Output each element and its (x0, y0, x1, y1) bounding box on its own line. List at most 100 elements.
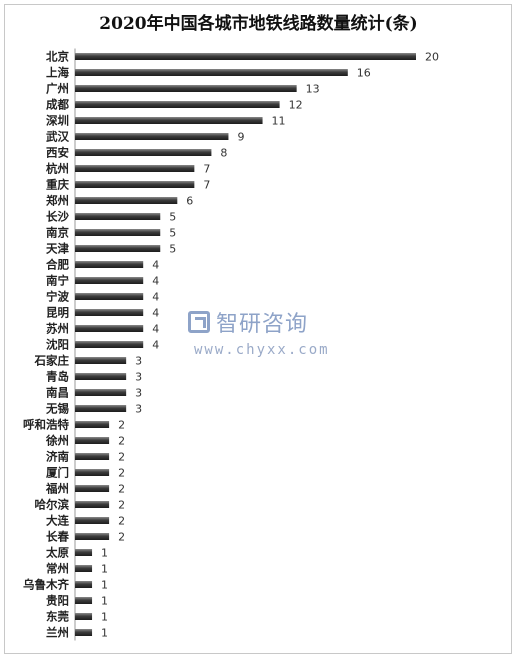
value-label-21: 3 (135, 387, 142, 400)
category-label-20: 青岛 (46, 370, 69, 384)
value-label-4: 11 (272, 115, 286, 128)
value-label-23: 2 (118, 419, 125, 432)
category-label-29: 大连 (46, 514, 69, 528)
category-label-24: 徐州 (45, 434, 69, 448)
category-label-27: 福州 (45, 482, 69, 496)
bar-10 (75, 213, 161, 220)
bar-6 (75, 149, 212, 156)
value-label-28: 2 (118, 499, 125, 512)
bar-0 (75, 53, 416, 60)
bar-13 (75, 261, 144, 268)
value-label-36: 1 (101, 627, 108, 640)
category-label-34: 贵阳 (46, 594, 69, 608)
category-label-6: 西安 (46, 146, 69, 160)
bar-36 (75, 629, 93, 636)
category-label-16: 昆明 (46, 306, 69, 320)
category-label-31: 太原 (45, 546, 69, 560)
category-label-2: 广州 (46, 82, 69, 96)
bar-33 (75, 581, 93, 588)
bar-12 (75, 245, 161, 252)
bar-29 (75, 517, 110, 524)
value-label-3: 12 (289, 99, 303, 112)
value-label-14: 4 (152, 275, 159, 288)
value-label-11: 5 (169, 227, 176, 240)
bar-20 (75, 373, 127, 380)
bar-3 (75, 101, 280, 108)
category-label-22: 无锡 (45, 402, 69, 416)
bar-22 (75, 405, 127, 412)
category-label-3: 成都 (46, 98, 69, 112)
category-label-8: 重庆 (46, 178, 69, 192)
value-label-35: 1 (101, 611, 108, 624)
category-label-32: 常州 (46, 562, 69, 576)
bar-8 (75, 181, 195, 188)
bar-15 (75, 293, 144, 300)
watermark-url: www.chyxx.com (194, 342, 330, 358)
bar-5 (75, 133, 229, 140)
category-label-23: 呼和浩特 (23, 418, 69, 432)
watermark-name: 智研咨询 (216, 312, 309, 337)
category-label-18: 沈阳 (46, 338, 69, 352)
value-label-33: 1 (101, 579, 108, 592)
bar-26 (75, 469, 110, 476)
category-label-26: 厦门 (46, 466, 69, 480)
value-label-34: 1 (101, 595, 108, 608)
category-label-33: 乌鲁木齐 (23, 578, 69, 592)
bar-27 (75, 485, 110, 492)
value-label-25: 2 (118, 451, 125, 464)
bar-4 (75, 117, 263, 124)
category-label-35: 东莞 (46, 610, 69, 624)
value-label-10: 5 (169, 211, 176, 224)
bar-17 (75, 325, 144, 332)
bar-23 (75, 421, 110, 428)
category-label-14: 南宁 (46, 274, 69, 288)
value-label-22: 3 (135, 403, 142, 416)
bar-9 (75, 197, 178, 204)
bar-7 (75, 165, 195, 172)
bar-2 (75, 85, 297, 92)
category-label-19: 石家庄 (34, 354, 70, 368)
value-label-5: 9 (237, 131, 244, 144)
bar-18 (75, 341, 144, 348)
value-label-12: 5 (169, 243, 176, 256)
bar-19 (75, 357, 127, 364)
bar-30 (75, 533, 110, 540)
bar-16 (75, 309, 144, 316)
watermark: 智研咨询 www.chyxx.com (188, 306, 338, 358)
value-label-27: 2 (118, 483, 125, 496)
category-label-17: 苏州 (46, 322, 69, 336)
value-label-7: 7 (203, 163, 210, 176)
category-label-30: 长春 (46, 530, 69, 544)
bar-32 (75, 565, 93, 572)
bar-14 (75, 277, 144, 284)
value-label-15: 4 (152, 291, 159, 304)
value-label-6: 8 (220, 147, 227, 160)
category-label-13: 合肥 (46, 258, 69, 272)
chart-title: 2020年中国各城市地铁线路数量统计(条) (99, 14, 418, 34)
category-label-4: 深圳 (46, 114, 69, 128)
category-label-15: 宁波 (46, 290, 69, 304)
value-label-26: 2 (118, 467, 125, 480)
category-label-9: 郑州 (46, 194, 69, 208)
value-label-24: 2 (118, 435, 125, 448)
category-label-12: 天津 (46, 242, 69, 256)
bar-1 (75, 69, 348, 76)
category-label-28: 哈尔滨 (35, 498, 70, 512)
value-label-8: 7 (203, 179, 210, 192)
value-label-13: 4 (152, 259, 159, 272)
value-label-2: 13 (306, 83, 320, 96)
category-label-10: 长沙 (46, 210, 69, 224)
value-label-18: 4 (152, 339, 159, 352)
category-label-1: 上海 (46, 66, 69, 80)
bar-25 (75, 453, 110, 460)
value-label-30: 2 (118, 531, 125, 544)
value-label-29: 2 (118, 515, 125, 528)
value-label-1: 16 (357, 67, 371, 80)
category-label-25: 济南 (46, 450, 69, 464)
category-label-0: 北京 (46, 50, 69, 64)
value-label-20: 3 (135, 371, 142, 384)
category-label-36: 兰州 (46, 626, 69, 640)
value-label-0: 20 (425, 51, 439, 64)
bar-35 (75, 613, 93, 620)
